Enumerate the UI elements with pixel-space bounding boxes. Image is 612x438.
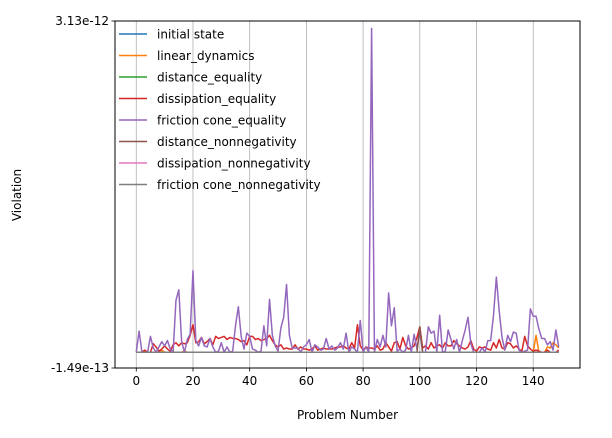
x-tick-label: 120 xyxy=(465,374,488,388)
x-tick-label: 40 xyxy=(242,374,257,388)
x-tick-label: 140 xyxy=(522,374,545,388)
x-tick-label: 0 xyxy=(132,374,140,388)
legend-label: initial state xyxy=(157,28,224,42)
legend-label: dissipation_nonnegativity xyxy=(157,157,311,171)
legend-label: friction cone_nonnegativity xyxy=(157,178,321,192)
series-line-3 xyxy=(136,323,560,353)
legend: initial state linear_dynamics distance_equ… xyxy=(119,28,321,192)
x-tick-label: 80 xyxy=(355,374,370,388)
plot-frame xyxy=(114,20,581,369)
legend-label: distance_nonnegativity xyxy=(157,135,297,149)
x-axis-label: Problem Number xyxy=(297,408,398,422)
legend-label: dissipation_equality xyxy=(157,92,276,106)
series-line-4 xyxy=(135,27,560,353)
grid xyxy=(135,21,534,368)
x-axis-ticks: 0 20 40 60 80 100 120 140 xyxy=(132,368,545,388)
y-axis-label: Violation xyxy=(10,169,24,221)
y-tick-label: 3.13e-12 xyxy=(55,14,109,28)
legend-label: friction cone_equality xyxy=(157,114,286,128)
x-tick-label: 20 xyxy=(185,374,200,388)
y-axis-ticks: -1.49e-13 3.13e-12 xyxy=(51,14,115,375)
x-tick-label: 100 xyxy=(408,374,431,388)
y-tick-label: -1.49e-13 xyxy=(51,361,109,375)
x-tick-label: 60 xyxy=(299,374,314,388)
series-lines xyxy=(135,27,560,353)
legend-label: distance_equality xyxy=(157,71,262,85)
legend-label: linear_dynamics xyxy=(157,49,255,63)
